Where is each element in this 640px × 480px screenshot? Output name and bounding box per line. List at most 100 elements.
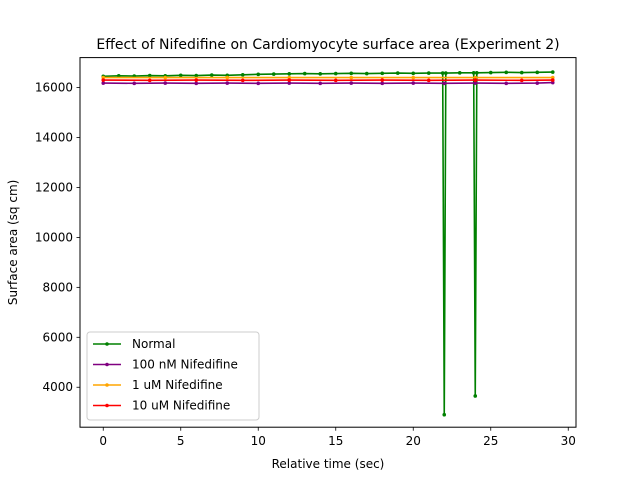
data-point [444,71,448,75]
data-point [194,81,199,86]
x-axis: 0 5 10 15 20 25 30 [99,427,576,448]
data-point [380,78,385,82]
y-tick-label: 14000 [35,131,73,145]
data-point [147,73,152,78]
legend-swatch-marker [105,342,109,346]
legend-item: 100 nM Nifedifine [93,358,238,372]
legend-label: 100 nM Nifedifine [132,358,238,372]
data-point [194,78,199,82]
data-point [411,81,416,85]
legend-item: 1 uM Nifedifine [93,378,223,392]
data-point [504,81,509,86]
data-point [349,81,354,85]
x-axis-label: Relative time (sec) [272,457,385,471]
legend-frame [86,331,260,421]
y-tick-label: 4000 [42,380,73,394]
legend-swatch-marker [105,362,109,367]
y-axis-label: Surface area (sq cm) [6,180,20,305]
series-layer [101,70,555,417]
data-point [411,71,416,76]
data-point [475,71,479,75]
y-tick-label: 16000 [35,81,73,95]
series-2 [101,75,555,80]
data-point [380,81,385,86]
legend-label: Normal [132,337,175,351]
plot-frame [79,57,577,428]
data-point [256,81,261,86]
legend: Normal 100 nM Nifedifine 1 uM Nifedifine 10… [86,331,260,421]
legend-swatch-marker [105,403,109,408]
y-tick-label: 10000 [35,230,73,244]
data-point [240,78,245,83]
series-0 [101,70,555,417]
data-point [411,75,416,80]
data-point [349,71,354,76]
data-point [550,78,555,82]
data-point [473,81,478,85]
series-line [103,81,553,85]
data-point [440,71,445,75]
data-point [457,71,462,75]
data-point [116,74,121,78]
x-tick-label: 5 [177,434,185,448]
data-point [225,75,230,80]
data-point [101,78,106,82]
data-point [471,71,476,75]
data-point [271,72,276,76]
data-point [364,71,369,76]
data-point [318,81,323,86]
x-tick-label: 20 [406,434,421,448]
data-point [333,71,338,76]
data-point [240,73,245,77]
series-1 [101,80,555,86]
data-point [132,81,137,86]
data-point [287,78,292,82]
data-point [194,73,199,78]
data-point [535,70,540,75]
data-point [442,412,447,417]
data-point [519,70,524,75]
data-point [519,78,524,83]
data-point [163,75,168,80]
x-tick-label: 25 [483,434,498,448]
data-point [504,70,509,75]
data-point [550,80,555,85]
data-point [380,71,385,76]
data-point [225,81,230,85]
data-point [473,75,478,80]
y-tick-label: 12000 [35,180,73,194]
y-tick-label: 6000 [42,330,73,344]
y-axis: 4000 6000 8000 10000 12000 14000 16000 [35,81,80,394]
legend-label: 1 uM Nifedifine [132,378,223,392]
x-tick-label: 0 [99,434,107,448]
data-point [256,72,261,77]
data-point [426,71,431,75]
data-point [550,75,555,80]
data-point [302,71,307,76]
data-point [426,78,431,83]
data-point [209,73,214,77]
data-point [287,81,292,85]
data-point [473,78,478,82]
data-point [101,81,106,85]
x-tick-label: 10 [251,434,266,448]
legend-swatch-marker [105,383,109,387]
data-point [178,73,183,78]
data-point [163,81,168,85]
data-point [488,70,493,75]
x-tick-label: 15 [328,434,343,448]
series-line [103,71,553,416]
data-point [287,72,292,76]
data-point [349,75,354,80]
data-point [395,71,400,75]
chart-title: Effect of Nifedifine on Cardiomyocyte su… [96,37,559,53]
data-point [473,394,478,398]
data-point [147,78,152,83]
data-point [318,72,323,76]
data-point [535,81,540,85]
data-point [101,75,106,80]
x-tick-label: 30 [561,434,576,448]
data-point [550,70,555,74]
data-point [442,81,447,86]
